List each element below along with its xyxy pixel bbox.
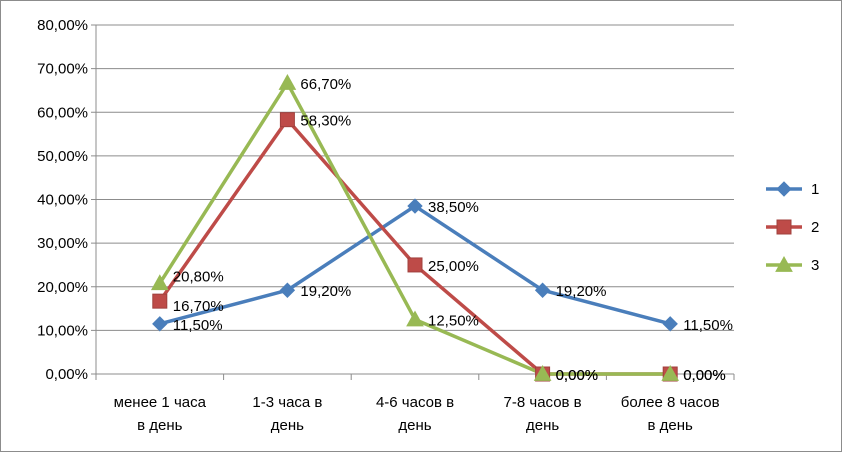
data-point — [150, 274, 169, 291]
data-label: 58,30% — [300, 113, 351, 130]
legend-label: 1 — [811, 181, 819, 198]
y-tick-label: 0,00% — [45, 366, 88, 383]
legend-marker — [776, 181, 792, 197]
data-point — [152, 293, 168, 309]
x-category-label: менее 1 часа в день — [114, 394, 207, 434]
y-tick-label: 30,00% — [37, 235, 88, 252]
data-point — [662, 316, 678, 332]
x-category-label: более 8 часов в день — [621, 394, 720, 434]
data-label: 11,50% — [683, 317, 733, 334]
data-label: 38,50% — [428, 199, 479, 216]
data-label: 19,20% — [556, 283, 607, 300]
series-line-2 — [158, 117, 671, 376]
x-category-label: 7-8 часов в день — [504, 394, 582, 434]
y-tick-label: 10,00% — [37, 322, 88, 339]
data-label: 20,80% — [173, 268, 224, 285]
y-tick-label: 40,00% — [37, 192, 88, 209]
data-label: 11,50% — [173, 317, 223, 334]
data-point — [406, 310, 424, 327]
data-point — [407, 257, 423, 273]
x-category-label: 4-6 часов в день — [376, 394, 454, 434]
legend-marker — [776, 219, 792, 235]
y-tick-label: 70,00% — [37, 61, 88, 78]
data-label: 19,20% — [300, 283, 351, 300]
data-label: 66,70% — [300, 76, 351, 93]
y-tick-label: 20,00% — [37, 279, 88, 296]
data-point — [407, 198, 423, 214]
data-label: 16,70% — [173, 298, 224, 315]
data-point — [152, 316, 168, 332]
data-point — [533, 364, 552, 381]
legend-label: 3 — [811, 257, 819, 274]
data-label: 0,00% — [556, 367, 599, 384]
data-label: 0,00% — [683, 367, 726, 384]
x-category-label: 1-3 часа в день — [252, 394, 322, 434]
y-tick-label: 60,00% — [37, 104, 88, 121]
data-label: 12,50% — [428, 312, 479, 329]
data-point — [279, 282, 296, 298]
data-point — [279, 112, 295, 128]
data-label: 0,00% — [556, 367, 599, 384]
data-point — [278, 73, 297, 90]
legend-label: 2 — [811, 219, 819, 236]
y-tick-label: 80,00% — [37, 17, 88, 34]
legend-marker — [775, 255, 793, 272]
data-point — [534, 282, 551, 298]
y-tick-label: 50,00% — [37, 148, 88, 165]
data-label: 0,00% — [683, 367, 726, 384]
data-label: 25,00% — [428, 258, 479, 275]
data-point — [661, 364, 680, 381]
